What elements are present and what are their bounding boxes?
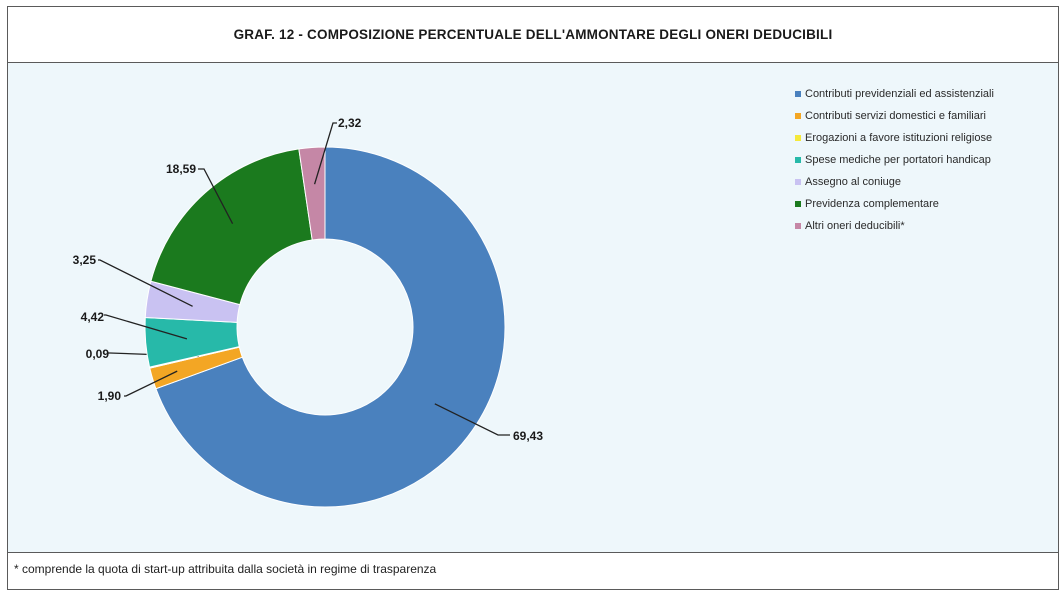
legend-item: Spese mediche per portatori handicap xyxy=(795,149,994,171)
data-label: 1,90 xyxy=(98,389,122,403)
leader-line xyxy=(104,314,188,340)
leader-line xyxy=(434,403,510,436)
legend-swatch xyxy=(795,91,801,97)
chart-title: GRAF. 12 - COMPOSIZIONE PERCENTUALE DELL… xyxy=(233,27,833,42)
legend-label: Previdenza complementare xyxy=(805,198,939,210)
legend-label: Assegno al coniuge xyxy=(805,176,902,188)
data-label: 2,32 xyxy=(338,116,362,130)
legend-label: Erogazioni a favore istituzioni religios… xyxy=(805,132,993,144)
data-label: 4,42 xyxy=(81,310,105,324)
donut-slice xyxy=(150,148,313,306)
legend-label: Altri oneri deducibili* xyxy=(805,220,905,232)
legend-item: Contributi previdenziali ed assistenzial… xyxy=(795,83,994,105)
data-label: 0,09 xyxy=(86,347,110,361)
donut-chart: 69,43 1,90 0,09 4,42 3,25 18,59 2,32 xyxy=(73,116,543,508)
chart-frame: GRAF. 12 - COMPOSIZIONE PERCENTUALE DELL… xyxy=(7,6,1059,590)
chart-title-bar: GRAF. 12 - COMPOSIZIONE PERCENTUALE DELL… xyxy=(8,7,1058,63)
legend-item: Previdenza complementare xyxy=(795,193,994,215)
legend-label: Contributi servizi domestici e familiari xyxy=(805,110,986,122)
legend-label: Contributi previdenziali ed assistenzial… xyxy=(805,88,994,100)
legend-item: Erogazioni a favore istituzioni religios… xyxy=(795,127,994,149)
legend-swatch xyxy=(795,201,801,207)
data-label: 3,25 xyxy=(73,253,97,267)
legend-item: Contributi servizi domestici e familiari xyxy=(795,105,994,127)
legend-swatch xyxy=(795,113,801,119)
legend-label: Spese mediche per portatori handicap xyxy=(805,154,991,166)
legend-swatch xyxy=(795,223,801,229)
legend-swatch xyxy=(795,157,801,163)
legend-swatch xyxy=(795,135,801,141)
data-label: 69,43 xyxy=(513,429,543,443)
legend-swatch xyxy=(795,179,801,185)
legend-item: Assegno al coniuge xyxy=(795,171,994,193)
chart-legend: Contributi previdenziali ed assistenzial… xyxy=(795,83,994,237)
leader-line xyxy=(313,122,337,185)
legend-item: Altri oneri deducibili* xyxy=(795,215,994,237)
plot-area: 69,43 1,90 0,09 4,42 3,25 18,59 2,32 Contribut… xyxy=(8,63,1058,553)
leader-line xyxy=(98,259,193,307)
leader-line xyxy=(124,370,178,397)
data-label: 18,59 xyxy=(166,162,196,176)
donut-slice xyxy=(155,146,506,508)
leader-line xyxy=(198,168,234,225)
footnote: * comprende la quota di start-up attribu… xyxy=(14,562,437,576)
